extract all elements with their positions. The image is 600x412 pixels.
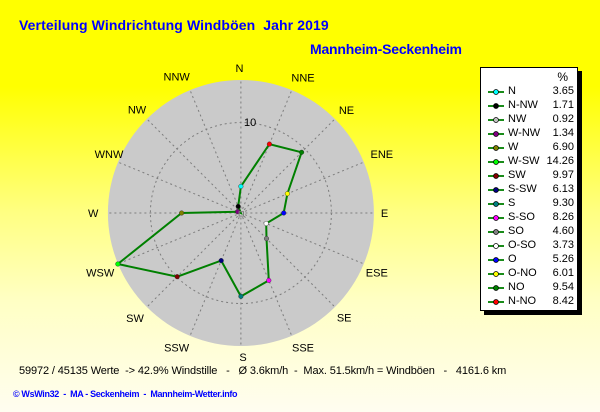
svg-text:SSE: SSE xyxy=(292,343,314,355)
svg-text:E: E xyxy=(381,208,388,220)
svg-text:SW: SW xyxy=(126,313,144,325)
svg-text:NW: NW xyxy=(128,105,147,117)
svg-text:S: S xyxy=(239,352,246,364)
svg-text:ESE: ESE xyxy=(366,268,388,280)
svg-text:W: W xyxy=(88,208,99,220)
svg-text:WSW: WSW xyxy=(86,268,115,280)
svg-text:WNW: WNW xyxy=(95,149,124,161)
svg-text:NNE: NNE xyxy=(291,73,314,85)
svg-text:N: N xyxy=(236,63,244,75)
svg-text:SE: SE xyxy=(337,313,352,325)
svg-text:SSW: SSW xyxy=(164,343,190,355)
svg-text:10: 10 xyxy=(244,117,256,129)
svg-text:NNW: NNW xyxy=(164,72,191,84)
svg-text:ENE: ENE xyxy=(370,149,393,161)
svg-text:NE: NE xyxy=(339,105,354,117)
